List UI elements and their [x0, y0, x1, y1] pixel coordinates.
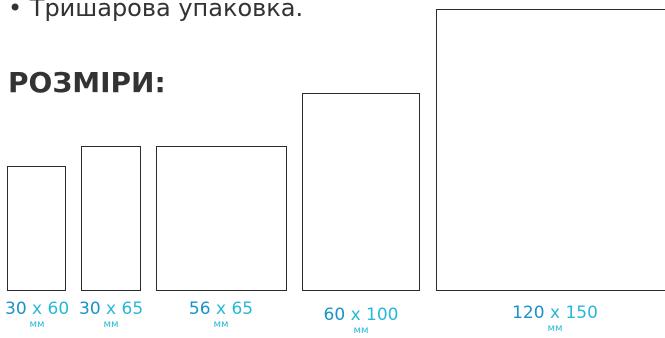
size-box-30x65 [81, 146, 141, 291]
size-label-30x65: 30 x 65 мм [79, 299, 144, 330]
bullet-line: • Тришарова упаковка. [8, 0, 304, 22]
size-label-30x60: 30 x 60 мм [5, 299, 70, 330]
size-dims: 60 x 100 [323, 305, 399, 325]
size-box-120x150 [436, 9, 665, 291]
section-title: РОЗМІРИ: [8, 66, 166, 99]
size-unit: мм [213, 318, 229, 330]
size-unit: мм [103, 318, 119, 330]
size-label-56x65: 56 x 65 мм [181, 299, 261, 330]
size-box-60x100 [302, 93, 420, 291]
size-dims: 30 x 65 [79, 299, 144, 319]
size-box-30x60 [7, 166, 66, 291]
size-dims: 30 x 60 [5, 299, 70, 319]
size-unit: мм [29, 318, 45, 330]
size-label-60x100: 60 x 100 мм [316, 305, 406, 336]
size-unit: мм [353, 324, 369, 336]
size-dims: 56 x 65 [188, 299, 254, 319]
size-label-120x150: 120 x 150 мм [500, 303, 610, 334]
size-dims: 120 x 150 [512, 303, 598, 323]
size-unit: мм [547, 322, 563, 334]
size-box-56x65 [156, 146, 287, 291]
